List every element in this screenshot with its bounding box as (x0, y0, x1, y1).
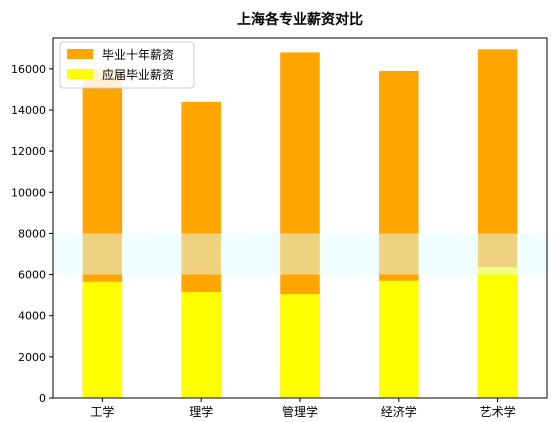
y-tick-label-7: 14000 (11, 104, 46, 117)
x-tick-label-3: 经济学 (381, 404, 417, 419)
y-tick-label-3: 6000 (18, 269, 46, 282)
legend-label-1: 应届毕业薪资 (102, 67, 174, 82)
chart-title: 上海各专业薪资对比 (237, 11, 363, 28)
bar-graduate-3 (379, 280, 419, 398)
y-tick-label-5: 10000 (11, 186, 46, 199)
legend-box (59, 41, 195, 89)
y-tick-label-1: 2000 (18, 351, 46, 364)
x-tick-label-0: 工学 (90, 404, 114, 419)
y-tick-label-2: 4000 (18, 310, 46, 323)
x-tick-label-2: 管理学 (282, 404, 318, 419)
highlight-band (53, 233, 547, 275)
y-tick-label-0: 0 (39, 392, 46, 405)
bar-graduate-0 (82, 281, 123, 398)
bar-graduate-1 (181, 292, 221, 398)
bar-graduate-4 (477, 267, 518, 398)
y-tick-label-4: 8000 (18, 227, 46, 240)
y-tick-label-8: 16000 (11, 63, 46, 76)
legend-label-0: 毕业十年薪资 (102, 48, 174, 62)
legend-swatch-0 (67, 49, 93, 59)
y-tick-label-6: 12000 (11, 145, 46, 158)
bar-graduate-2 (280, 294, 320, 398)
x-tick-label-4: 艺术学 (480, 404, 516, 419)
legend-swatch-1 (67, 69, 93, 79)
x-tick-label-1: 理学 (189, 404, 213, 419)
